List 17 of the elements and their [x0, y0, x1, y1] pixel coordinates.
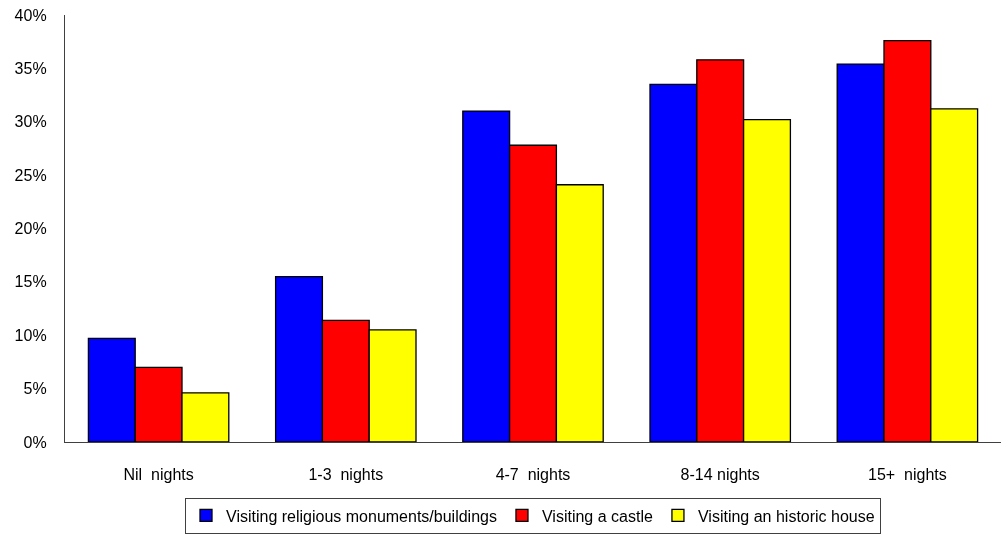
y-tick-label: 15%: [14, 273, 47, 291]
legend-label: Visiting a castle: [541, 507, 653, 525]
y-tick-label: 30%: [14, 113, 47, 131]
x-tick-label: 1-3 nights: [308, 466, 384, 484]
x-tick-label: 15+ nights: [868, 466, 947, 484]
y-tick-label: 10%: [14, 326, 47, 344]
x-tick-label: Nil nights: [123, 466, 194, 484]
legend-label: Visiting an historic house: [697, 507, 875, 525]
y-tick-label: 20%: [14, 220, 47, 238]
legend-label: Visiting religious monuments/buildings: [226, 507, 497, 525]
y-tick-label: 5%: [23, 380, 47, 398]
y-tick-label: 40%: [14, 6, 47, 24]
y-tick-label: 25%: [14, 166, 47, 184]
y-tick-label: 35%: [14, 59, 47, 77]
x-tick-label: 8-14 nights: [680, 466, 760, 484]
y-tick-label: 0%: [23, 433, 47, 451]
x-tick-label: 4-7 nights: [495, 466, 571, 484]
